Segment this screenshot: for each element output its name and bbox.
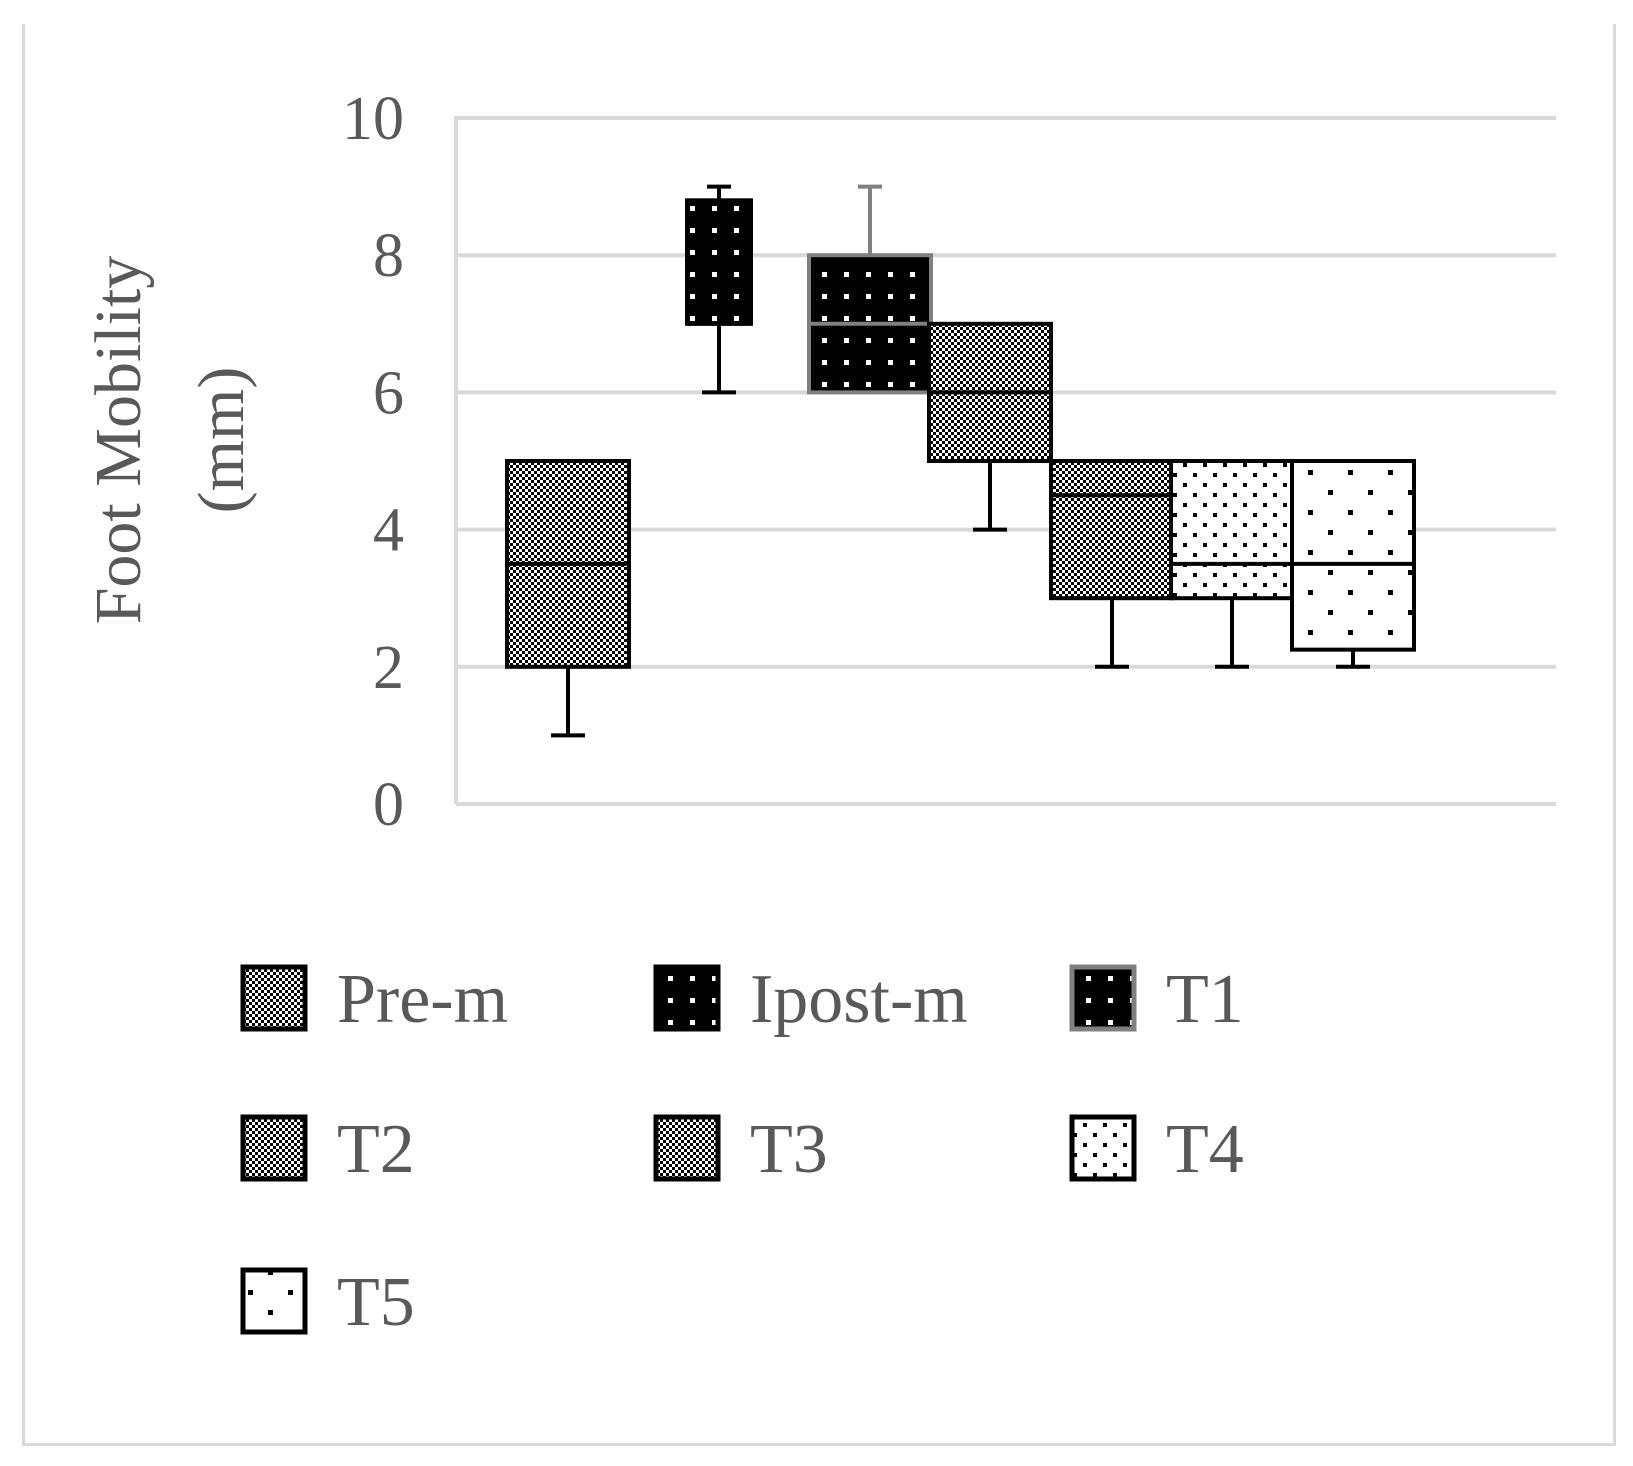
y-tick-label-4: 4 bbox=[373, 497, 404, 565]
legend-swatch-Pre-m bbox=[240, 964, 308, 1032]
legend-label-Ipost-m: Ipost-m bbox=[750, 961, 968, 1038]
y-tick-label-6: 6 bbox=[373, 359, 404, 427]
y-tick-label-0: 0 bbox=[373, 771, 404, 839]
legend-swatch-Ipost-m bbox=[653, 964, 721, 1032]
y-tick-label-2: 2 bbox=[373, 634, 404, 702]
legend-item-T5: T5 bbox=[240, 1264, 415, 1341]
chart-frame bbox=[22, 24, 1616, 1446]
box-T2 bbox=[927, 321, 1053, 532]
box-T3 bbox=[1049, 459, 1175, 669]
legend-swatch-T4 bbox=[1069, 1114, 1137, 1182]
box-Pre-m bbox=[505, 459, 631, 738]
box-Ipost-m bbox=[685, 184, 753, 395]
legend-label-T2: T2 bbox=[337, 1111, 415, 1188]
legend-item-Pre-m: Pre-m bbox=[240, 961, 508, 1038]
legend-label-T3: T3 bbox=[750, 1111, 828, 1188]
legend-item-T3: T3 bbox=[653, 1111, 828, 1188]
box-rect-Ipost-m bbox=[685, 198, 753, 326]
legend-item-T4: T4 bbox=[1069, 1111, 1244, 1188]
box-T4 bbox=[1169, 459, 1295, 669]
legend-swatch-T1 bbox=[1069, 964, 1137, 1032]
box-rect-T5 bbox=[1290, 459, 1416, 652]
legend: Pre-m Ipost-m T1 T2 T3 T4 T5 bbox=[240, 961, 1244, 1341]
legend-label-T4: T4 bbox=[1166, 1111, 1244, 1188]
legend-swatch-T2 bbox=[240, 1114, 308, 1182]
y-axis-title-line1: Foot Mobility bbox=[82, 256, 155, 625]
legend-item-T2: T2 bbox=[240, 1111, 415, 1188]
box-rect-T3 bbox=[1049, 459, 1175, 601]
box-rect-T4 bbox=[1169, 459, 1295, 601]
legend-swatch-T3 bbox=[653, 1114, 721, 1182]
legend-label-T1: T1 bbox=[1166, 961, 1244, 1038]
legend-item-Ipost-m: Ipost-m bbox=[653, 961, 968, 1038]
box-T1 bbox=[807, 184, 933, 395]
box-T5 bbox=[1290, 459, 1416, 669]
legend-label-Pre-m: Pre-m bbox=[337, 961, 508, 1038]
legend-swatch-T5 bbox=[240, 1267, 308, 1335]
y-tick-label-10: 10 bbox=[342, 85, 404, 153]
box-series bbox=[505, 184, 1416, 738]
y-tick-label-8: 8 bbox=[373, 222, 404, 290]
legend-label-T5: T5 bbox=[337, 1264, 415, 1341]
y-axis-title-line2: (mm) bbox=[185, 367, 258, 514]
y-tick-labels: 0 2 4 6 8 10 bbox=[342, 85, 404, 839]
legend-item-T1: T1 bbox=[1069, 961, 1244, 1038]
